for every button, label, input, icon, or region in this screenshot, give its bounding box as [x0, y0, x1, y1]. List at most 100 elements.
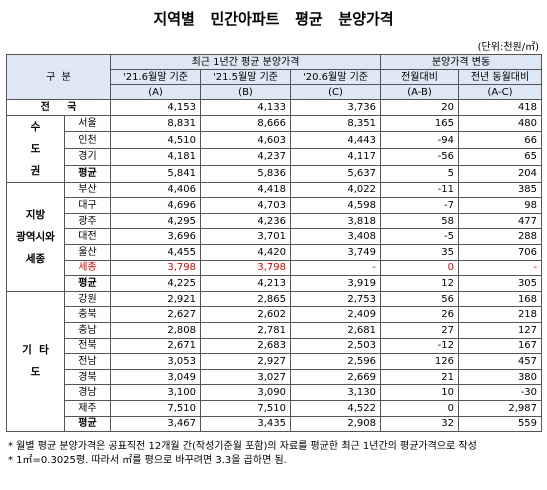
value-cell: 4,181 [110, 148, 202, 166]
value-cell: 2,409 [290, 306, 382, 323]
value-cell: 7,510 [110, 399, 202, 417]
value-cell: 2,627 [110, 306, 202, 323]
value-cell: 204 [458, 164, 543, 183]
value-cell: 27 [380, 321, 460, 339]
value-cell: 3,818 [290, 212, 382, 230]
region-cell: 전남 [63, 353, 112, 370]
value-cell: 2,781 [200, 321, 292, 339]
group-label: 기 타 [22, 344, 49, 357]
value-cell: 4,406 [110, 181, 202, 199]
value-cell: 26 [380, 306, 460, 323]
header-row: 구 분 최근 1년간 평균 분양가격 분양가격 변동 [5, 54, 543, 100]
region-cell: 광주 [63, 212, 112, 230]
data-row: 평균 4,225 4,213 3,919 12 305 [7, 275, 543, 292]
group-label: 지방 [25, 208, 46, 221]
value-cell: 3,696 [110, 228, 202, 245]
value-cell: 65 [458, 148, 543, 166]
region-cell: 강원 [63, 290, 112, 308]
value-cell: 35 [380, 243, 460, 261]
value-cell: 2,669 [290, 368, 382, 386]
value-cell: 3,408 [290, 228, 382, 245]
value-cell: 58 [380, 212, 460, 230]
data-row: 대구 4,696 4,703 4,598 -7 98 [7, 197, 543, 214]
value-cell: 706 [458, 243, 543, 261]
value-cell: -12 [380, 337, 460, 355]
value-cell: 4,153 [110, 99, 202, 116]
region-cell: 인천 [63, 131, 112, 150]
region-cell: 전 국 [5, 99, 112, 116]
header-cell: (B) [200, 84, 292, 100]
value-cell: 4,420 [200, 243, 292, 261]
value-cell: 56 [380, 290, 460, 308]
data-row: 충북 2,627 2,602 2,409 26 218 [7, 306, 543, 323]
value-cell: 418 [458, 99, 543, 116]
value-cell: 4,455 [110, 243, 202, 261]
header-cell: (C) [290, 84, 382, 100]
value-cell: 98 [458, 197, 543, 214]
value-cell: 2,987 [458, 399, 543, 417]
region-cell: 충남 [63, 321, 112, 339]
value-cell: 288 [458, 228, 543, 245]
data-row: 수 도 권 서울 8,831 8,666 8,351 165 480 [6, 114, 543, 183]
value-cell: 305 [458, 275, 543, 292]
region-cell: 대전 [63, 228, 112, 245]
price-table: 구 분 최근 1년간 평균 분양가격 분양가격 변동 '21.6월말 기준 '21.5월… [5, 54, 543, 433]
value-cell: 4,598 [290, 197, 382, 214]
header-cell: (A-C) [458, 84, 543, 100]
value-cell: 3,100 [110, 384, 202, 401]
header-cell: '21.5월말 기준 [200, 69, 292, 85]
value-cell: - [290, 259, 382, 277]
value-cell: 4,522 [290, 399, 382, 417]
unit: (단위:천원/㎡) [477, 42, 539, 53]
value-cell: 2,808 [110, 321, 202, 339]
value-cell: 4,510 [110, 131, 202, 150]
data-row: 기 타 도 강원 2,921 2,865 2,753 56 168 [6, 290, 543, 433]
header-cell: 최근 1년간 평균 분양가격 [110, 54, 382, 70]
region-cell: 평균 [63, 164, 112, 183]
value-cell: 2,681 [290, 321, 382, 339]
value-cell: 7,510 [200, 399, 292, 417]
region-cell: 울산 [63, 243, 112, 261]
data-row: 전 국 4,153 4,133 3,736 20 418 [5, 99, 543, 116]
header-cell: (A) [110, 84, 202, 100]
value-cell: 4,236 [200, 212, 292, 230]
value-cell: 4,603 [200, 131, 292, 150]
value-cell: -7 [380, 197, 460, 214]
data-row: 세종 3,798 3,798-0- [7, 259, 543, 277]
value-cell: -56 [380, 148, 460, 166]
value-cell: 2,671 [110, 337, 202, 355]
group-cell: 지방 광역시와 세종 [6, 181, 65, 292]
value-cell: 380 [458, 368, 543, 386]
value-cell: 218 [458, 306, 543, 323]
value-cell: -5 [380, 228, 460, 245]
value-cell: 3,027 [200, 368, 292, 386]
value-cell: 126 [380, 353, 460, 370]
value-cell: 4,295 [110, 212, 202, 230]
value-cell: 3,798 [200, 259, 292, 277]
data-row: 대전 3,696 3,701 3,408 -5 288 [7, 228, 543, 245]
value-cell: 4,022 [290, 181, 382, 199]
value-cell: 2,927 [200, 353, 292, 370]
value-cell: 12 [380, 275, 460, 292]
value-cell: 8,666 [200, 114, 292, 133]
value-cell: - [458, 259, 543, 277]
title: 지역별 민간아파트 평균 분양가격 [153, 10, 394, 28]
value-cell: 2,908 [290, 415, 382, 433]
data-row: 평균 3,467 3,435 2,908 32 559 [7, 415, 543, 433]
data-row: 평균 5,841 5,836 5,637 5 204 [7, 164, 543, 183]
value-cell: 2,865 [200, 290, 292, 308]
value-cell: 5,836 [200, 164, 292, 183]
data-row: 충남 2,808 2,781 2,681 27 127 [7, 321, 543, 339]
value-cell: 3,049 [110, 368, 202, 386]
notes: * 월별 평균 분양가격은 공표직전 12개월 간(작성기준월 포함)의 자료를… [8, 440, 538, 468]
data-row: 광주 4,295 4,236 3,818 58 477 [7, 212, 543, 230]
region-cell: 충북 [63, 306, 112, 323]
value-cell: 10 [380, 384, 460, 401]
value-cell: 385 [458, 181, 543, 199]
group-label: 광역시와 [16, 230, 55, 243]
value-cell: 2,503 [290, 337, 382, 355]
region-cell: 제주 [63, 399, 112, 417]
header-cell: 분양가격 변동 [380, 54, 543, 70]
value-cell: 457 [458, 353, 543, 370]
